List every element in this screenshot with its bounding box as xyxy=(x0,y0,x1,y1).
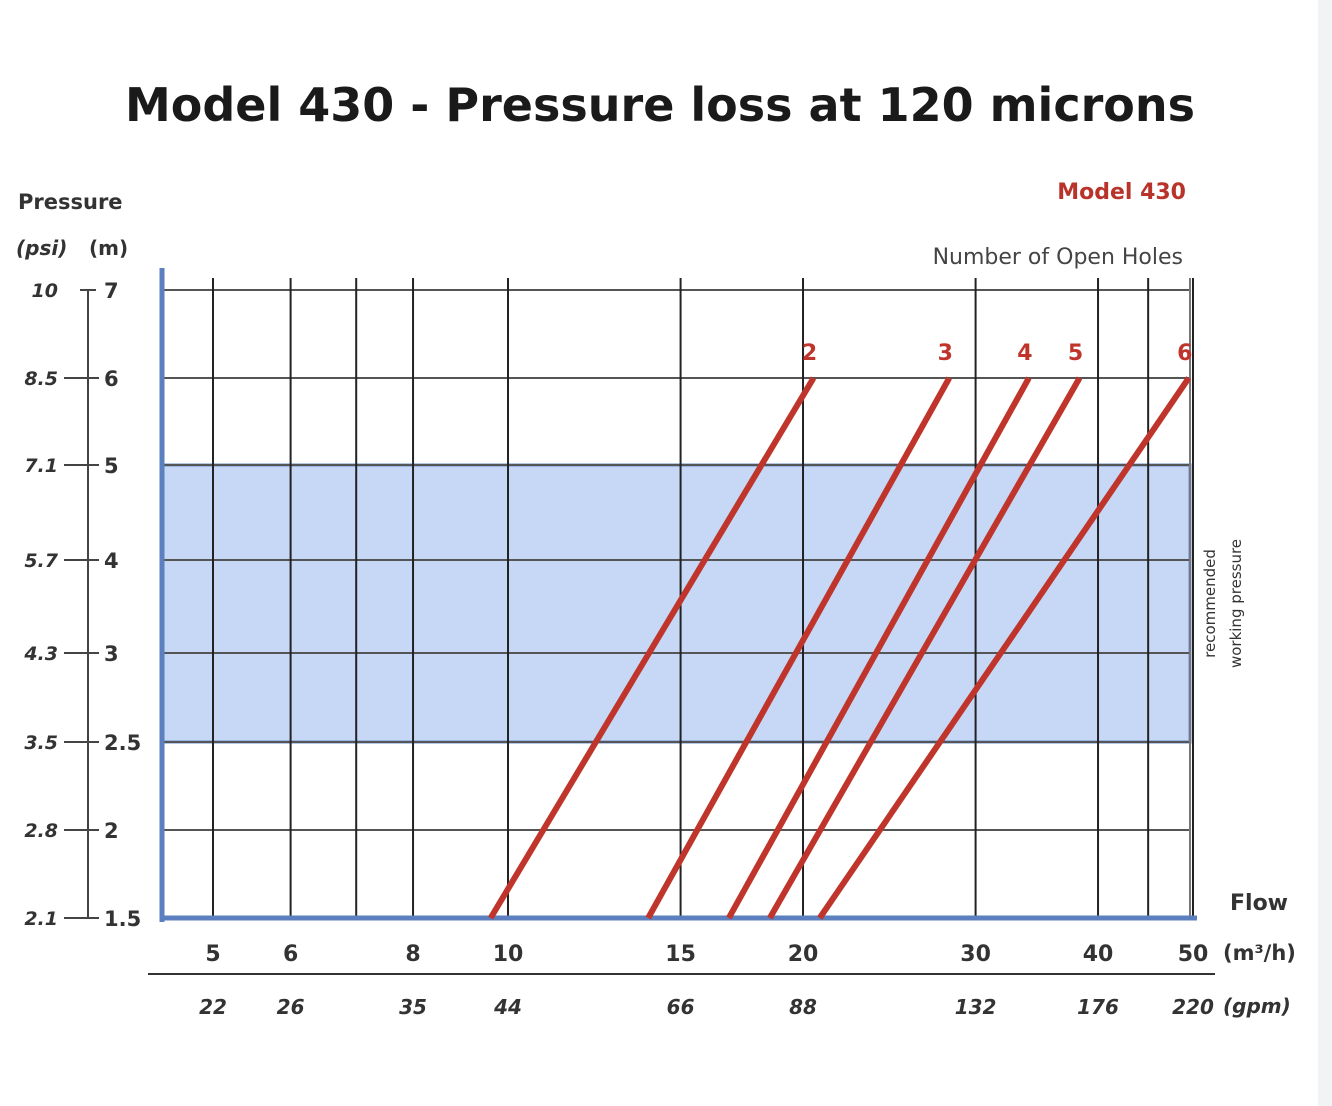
y-axis-m-unit: (m) xyxy=(89,236,128,260)
x-tick-label-m3h: 50 xyxy=(1178,942,1209,967)
series-line-6 xyxy=(817,376,1192,920)
x-tick-label-gpm: 26 xyxy=(277,995,305,1019)
y-tick-label-psi: 2.1 xyxy=(24,908,58,930)
y-tick-label-m: 2 xyxy=(104,819,119,843)
x-axis-label: Flow xyxy=(1230,891,1288,916)
page-edge-strip xyxy=(1318,0,1332,1106)
y-tick-label-psi: 2.8 xyxy=(24,820,58,842)
x-tick-label-gpm: 66 xyxy=(667,995,695,1019)
y-tick-label-m: 3 xyxy=(104,642,119,666)
y-tick-label-psi: 3.5 xyxy=(24,732,58,754)
series-line-5 xyxy=(767,376,1083,920)
y-tick-label-m: 2.5 xyxy=(104,731,141,755)
y-tick-label-m: 1.5 xyxy=(104,907,141,931)
x-axis-gpm-unit: (gpm) xyxy=(1223,994,1291,1018)
series-label-4: 4 xyxy=(1017,341,1032,366)
band-label-line1: recommended xyxy=(1201,549,1219,658)
band-label-line2: working pressure xyxy=(1227,539,1245,668)
series-line-4 xyxy=(726,376,1032,920)
x-axis-m3h-unit: (m³/h) xyxy=(1223,941,1296,965)
x-tick-label-gpm: 220 xyxy=(1172,995,1214,1019)
series-line-2 xyxy=(488,376,817,920)
y-axis-psi-unit: (psi) xyxy=(16,236,67,260)
y-tick-label-m: 4 xyxy=(104,549,119,573)
legend-title: Model 430 xyxy=(1057,180,1186,205)
series-label-5: 5 xyxy=(1068,341,1083,366)
x-tick-label-m3h: 30 xyxy=(960,942,991,967)
x-tick-label-m3h: 5 xyxy=(205,942,220,967)
y-tick-label-m: 7 xyxy=(104,279,119,303)
x-tick-label-m3h: 40 xyxy=(1083,942,1114,967)
legend-subtitle: Number of Open Holes xyxy=(933,245,1183,270)
series-line-3 xyxy=(645,376,952,920)
x-tick-label-gpm: 132 xyxy=(955,995,997,1019)
y-tick-label-psi: 10 xyxy=(32,280,58,302)
x-tick-label-m3h: 6 xyxy=(283,942,298,967)
y-tick-label-psi: 5.7 xyxy=(24,550,58,572)
series-label-6: 6 xyxy=(1177,341,1192,366)
x-tick-label-m3h: 8 xyxy=(405,942,420,967)
series-label-3: 3 xyxy=(938,341,953,366)
y-axis-header: Pressure xyxy=(18,190,123,214)
x-tick-label-m3h: 10 xyxy=(493,942,524,967)
x-tick-label-gpm: 176 xyxy=(1077,995,1119,1019)
y-tick-label-psi: 8.5 xyxy=(24,368,58,390)
y-tick-label-m: 5 xyxy=(104,454,119,478)
y-tick-label-psi: 4.3 xyxy=(23,643,58,665)
x-tick-label-m3h: 20 xyxy=(788,942,819,967)
series-label-2: 2 xyxy=(802,341,817,366)
x-tick-label-gpm: 44 xyxy=(493,995,522,1019)
x-tick-label-m3h: 15 xyxy=(665,942,696,967)
x-tick-label-gpm: 22 xyxy=(199,995,227,1019)
y-tick-label-m: 6 xyxy=(104,367,119,391)
chart-title: Model 430 - Pressure loss at 120 microns xyxy=(125,78,1195,132)
y-tick-label-psi: 7.1 xyxy=(24,455,58,477)
x-tick-label-gpm: 35 xyxy=(399,995,427,1019)
x-tick-label-gpm: 88 xyxy=(789,995,817,1019)
